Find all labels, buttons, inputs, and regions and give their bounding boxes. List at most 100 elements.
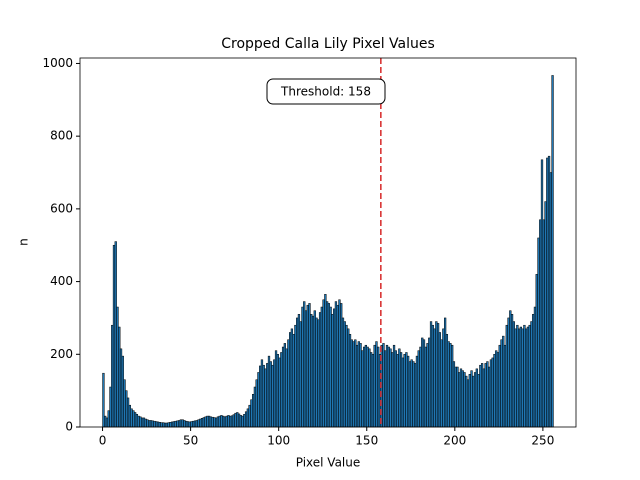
bar [384, 350, 387, 428]
bar [179, 419, 183, 428]
bar [153, 420, 156, 428]
bar [156, 421, 160, 428]
bar [392, 344, 396, 428]
bar [206, 415, 209, 428]
bar [419, 346, 422, 428]
bar [362, 346, 366, 428]
bar [340, 303, 343, 428]
bar [429, 321, 433, 428]
bar [422, 339, 426, 428]
y-tick-label: 1000 [42, 56, 73, 70]
bar [185, 420, 188, 428]
bar [281, 346, 285, 428]
bar [387, 346, 390, 428]
bar [542, 219, 545, 428]
bar [377, 346, 380, 428]
bar [303, 301, 306, 428]
x-tick-label: 100 [267, 434, 290, 448]
bar [433, 328, 436, 428]
bar [320, 306, 323, 428]
bar [225, 415, 228, 428]
bar [549, 172, 552, 428]
bar [440, 339, 443, 428]
bar [248, 404, 251, 428]
bar [257, 372, 260, 428]
bar [361, 350, 364, 428]
bar [493, 354, 496, 428]
bar [477, 374, 480, 428]
bar [236, 412, 239, 428]
bar [398, 348, 401, 428]
bar [262, 364, 265, 428]
bar [109, 386, 112, 428]
bar [204, 416, 207, 428]
bar [331, 314, 334, 428]
bar [500, 339, 503, 428]
bar [516, 324, 519, 428]
bar [142, 417, 146, 428]
bar [222, 415, 225, 428]
bar [318, 312, 322, 428]
bar [368, 348, 371, 428]
bar [246, 408, 249, 428]
bar [172, 421, 176, 428]
chart-title: Cropped Calla Lily Pixel Values [221, 36, 435, 52]
bar [410, 359, 413, 428]
bar [146, 419, 149, 428]
bar [551, 75, 554, 428]
bar [484, 363, 487, 428]
annotation: Threshold: 158 [280, 85, 371, 99]
bar [283, 343, 286, 428]
bar [421, 337, 424, 428]
bar [121, 355, 124, 428]
bar [503, 344, 507, 428]
bar [274, 350, 278, 428]
bar [170, 421, 174, 428]
bar [178, 420, 181, 428]
bar [125, 390, 128, 428]
x-tick-label: 50 [183, 434, 198, 448]
bar [232, 414, 235, 428]
bar [165, 422, 168, 428]
bar [102, 372, 105, 428]
bar [181, 419, 184, 428]
x-tick-label: 150 [355, 434, 378, 448]
bar [223, 416, 227, 428]
bar [489, 359, 493, 428]
bar [111, 324, 114, 428]
bar [148, 420, 151, 428]
bar [412, 361, 415, 428]
bar [366, 346, 369, 428]
bar [296, 317, 299, 428]
bar [155, 421, 158, 428]
bar [294, 324, 297, 428]
bar [408, 361, 412, 428]
bar [510, 314, 514, 428]
bar [186, 421, 190, 428]
bar [435, 321, 438, 428]
bar [523, 324, 526, 428]
bar [488, 366, 491, 428]
bar [463, 372, 466, 428]
bar [130, 408, 133, 428]
bar [407, 355, 410, 428]
bar [215, 417, 218, 428]
bar [472, 375, 475, 428]
annotation-box [266, 78, 386, 105]
bar [324, 294, 327, 428]
bar [459, 368, 463, 428]
bar [370, 352, 373, 428]
bar [308, 303, 311, 428]
bar [188, 421, 191, 428]
bar [444, 317, 447, 428]
x-tick-label: 200 [443, 434, 466, 448]
bar [193, 420, 197, 428]
bar [475, 368, 478, 428]
bar [126, 397, 130, 428]
bar [149, 420, 153, 428]
bar [167, 422, 170, 428]
bar [329, 306, 332, 428]
bar [465, 375, 468, 428]
bar [158, 422, 161, 428]
